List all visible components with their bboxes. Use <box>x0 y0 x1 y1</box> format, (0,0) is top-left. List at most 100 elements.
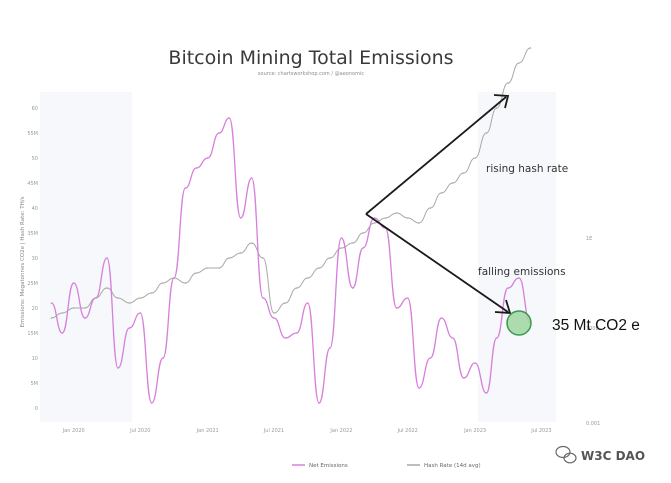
rising-arrow-shaft <box>365 96 507 215</box>
hash-rate-point <box>395 212 398 214</box>
x-tick-label: Jan 2020 <box>62 428 85 434</box>
hash-rate-point <box>162 282 164 284</box>
hash-rate-point <box>228 257 231 259</box>
watermark-text: W3C DAO <box>581 449 645 463</box>
net-emissions-point <box>318 402 320 404</box>
y-axis-label: Emissions: Megatonnes CO2e | Hash Rate: … <box>20 196 26 327</box>
left-tick-label: 40 <box>32 206 38 212</box>
chart-title: Bitcoin Mining Total Emissions <box>168 47 453 69</box>
left-tick-label: 15M <box>27 331 38 337</box>
hash-rate-point <box>440 192 443 194</box>
net-emissions-point <box>507 287 509 289</box>
hash-rate-point <box>50 317 53 319</box>
net-emissions-point <box>340 237 343 239</box>
net-emissions-point <box>451 337 454 339</box>
net-emissions-point <box>128 327 131 329</box>
hash-rate-point <box>128 302 131 304</box>
net-emissions-point <box>162 357 164 359</box>
net-emissions-point <box>306 302 309 304</box>
x-tick-label: Jul 2020 <box>129 428 150 434</box>
hash-rate-point <box>406 217 409 219</box>
hash-rate-point <box>429 207 432 209</box>
hash-rate-point <box>239 252 242 254</box>
hash-rate-points <box>50 47 532 319</box>
net-emissions-line <box>51 117 532 404</box>
hash-rate-point <box>373 222 376 224</box>
left-tick-label: 5M <box>31 381 39 387</box>
net-emissions-point <box>429 357 432 359</box>
hash-rate-point <box>117 297 119 299</box>
hash-rate-point <box>195 272 198 274</box>
right-tick-label: 1E <box>586 236 592 242</box>
net-emissions-point <box>351 287 354 289</box>
net-emissions-point <box>239 217 242 219</box>
net-emissions-point <box>418 387 420 389</box>
x-tick-label: Jul 2023 <box>530 428 551 434</box>
wechat-logo-icon <box>555 445 577 464</box>
hash-rate-point <box>418 222 420 224</box>
left-tick-labels: 60 55M 50 45M 40 35M 30 25M 20 15M 10 5M 0 <box>27 106 38 412</box>
net-emissions-point <box>373 217 376 219</box>
hash-rate-point <box>518 62 520 64</box>
left-tick-label: 25M <box>27 281 38 287</box>
hash-rate-point <box>495 107 498 109</box>
net-emissions-point <box>474 362 476 364</box>
hash-rate-point <box>150 292 153 294</box>
falling-arrow-shaft <box>365 213 509 313</box>
rising-hash-rate-annotation: rising hash rate <box>486 163 568 175</box>
net-emissions-point <box>184 187 187 189</box>
net-emissions-point <box>462 377 465 379</box>
hash-rate-point <box>184 282 187 284</box>
net-emissions-point <box>495 337 498 339</box>
hash-rate-point <box>362 232 364 234</box>
left-tick-label: 10 <box>32 356 38 362</box>
hash-rate-point <box>84 307 86 309</box>
legend-label-emissions: Net Emissions <box>309 463 348 469</box>
hash-rate-point <box>485 132 488 134</box>
net-emissions-point <box>150 402 153 404</box>
x-tick-labels: Jan 2020 Jul 2020 Jan 2021 Jul 2021 Jan 2022… <box>62 428 552 434</box>
hash-rate-point <box>306 277 309 279</box>
net-emissions-point <box>395 307 398 309</box>
left-tick-label: 45M <box>27 181 38 187</box>
hash-rate-point <box>173 277 175 279</box>
hash-rate-point <box>218 267 220 269</box>
hash-rate-point <box>72 307 75 309</box>
hash-rate-point <box>451 182 454 184</box>
left-tick-label: 50 <box>32 156 38 162</box>
hash-rate-point <box>462 172 465 174</box>
hash-rate-point <box>474 157 476 159</box>
net-emissions-point <box>329 347 331 349</box>
net-emissions-point <box>485 392 488 394</box>
hash-rate-point <box>384 217 387 219</box>
highlight-circle <box>506 310 532 336</box>
falling-emissions-annotation: falling emissions <box>478 266 566 278</box>
net-emissions-point <box>117 367 119 369</box>
net-emissions-point <box>139 312 142 314</box>
shaded-band-left <box>40 92 132 422</box>
hash-rate-line <box>51 47 531 319</box>
net-emissions-point <box>518 277 520 279</box>
hash-rate-point <box>529 47 532 49</box>
hash-rate-point <box>106 287 108 289</box>
hash-rate-point <box>273 312 275 314</box>
left-tick-label: 0 <box>35 406 38 412</box>
hash-rate-point <box>61 312 64 314</box>
net-emissions-point <box>273 317 275 319</box>
right-tick-labels: 1E 100E 0.001 <box>586 236 600 427</box>
hash-rate-point <box>284 302 287 304</box>
net-emissions-point <box>250 177 253 179</box>
net-emissions-point <box>406 297 409 299</box>
chart-subtitle: source: chartsworkshop.com / @aeonomic <box>258 71 364 77</box>
net-emissions-point <box>61 332 64 334</box>
net-emissions-point <box>84 317 86 319</box>
net-emissions-point <box>72 282 75 284</box>
hash-rate-point <box>351 242 354 244</box>
hash-rate-point <box>329 257 331 259</box>
hash-rate-point <box>139 297 142 299</box>
x-tick-label: Jul 2022 <box>397 428 418 434</box>
hash-rate-point <box>250 242 253 244</box>
x-tick-label: Jan 2021 <box>196 428 219 434</box>
left-tick-label: 20 <box>32 306 38 312</box>
